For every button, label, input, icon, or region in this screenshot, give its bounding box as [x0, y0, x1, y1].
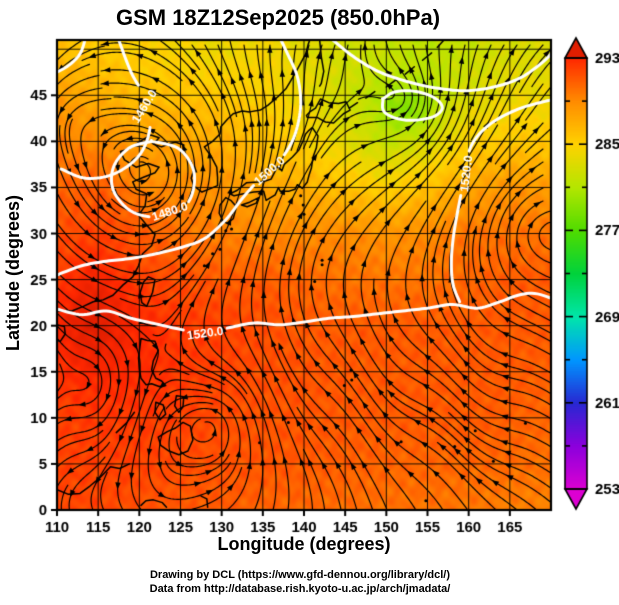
credit-line-dcl: Drawing by DCL (https://www.gfd-dennou.o… — [149, 569, 451, 581]
credit-line-data: Data from http://database.rish.kyoto-u.a… — [149, 583, 451, 595]
y-axis-label: Latitude (degrees) — [3, 194, 23, 352]
x-axis-label: Longitude (degrees) — [217, 534, 391, 554]
credits: Drawing by DCL (https://www.gfd-dennou.o… — [0, 568, 600, 596]
figure-title: GSM 18Z12Sep2025 (850.0hPa) — [115, 5, 441, 30]
